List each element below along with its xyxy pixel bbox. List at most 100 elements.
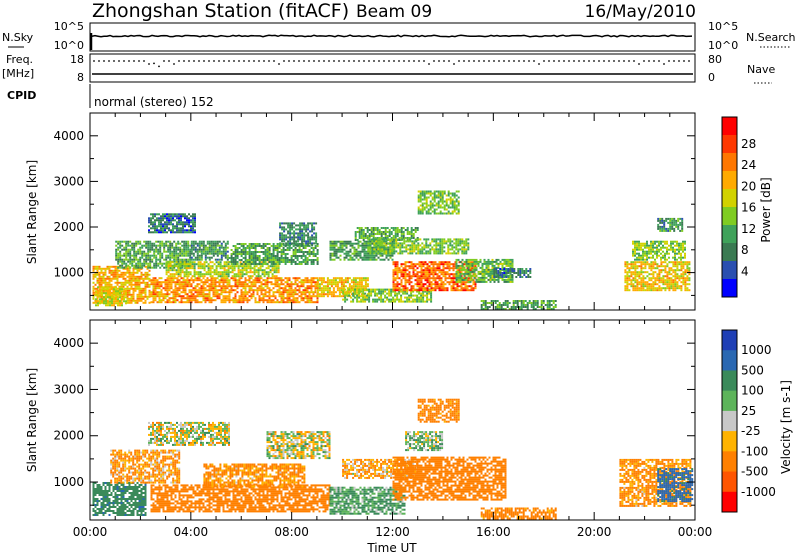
data-cell <box>152 281 155 284</box>
data-cell <box>252 295 255 298</box>
data-cell <box>237 275 240 278</box>
data-cell <box>174 283 177 286</box>
data-cell <box>439 194 442 197</box>
data-cell <box>398 283 401 286</box>
data-cell <box>276 249 279 251</box>
data-cell <box>179 250 182 253</box>
data-cell <box>193 275 196 278</box>
data-cell <box>178 295 181 298</box>
data-cell <box>151 246 154 249</box>
data-cell <box>358 229 361 231</box>
data-cell <box>240 245 243 247</box>
data-cell <box>131 260 134 263</box>
data-cell <box>298 301 301 304</box>
data-cell <box>291 232 294 235</box>
data-cell <box>145 242 148 245</box>
data-cell <box>362 298 365 301</box>
data-cell <box>360 295 363 298</box>
data-cell <box>378 231 381 233</box>
data-cell <box>236 287 239 290</box>
data-cell <box>266 249 269 251</box>
data-cell <box>188 295 191 298</box>
data-cell <box>161 252 164 255</box>
data-cell <box>262 283 265 286</box>
nsky-label: N.Sky <box>2 31 34 44</box>
data-cell <box>262 253 265 255</box>
data-cell <box>254 299 257 302</box>
data-cell <box>406 227 409 229</box>
data-cell <box>453 250 456 253</box>
data-cell <box>177 275 180 278</box>
data-cell <box>391 250 394 253</box>
data-cell <box>421 192 424 195</box>
data-cell <box>124 287 127 290</box>
data-cell <box>224 299 227 302</box>
data-cell <box>125 290 127 293</box>
data-cell <box>329 242 332 245</box>
data-cell <box>293 236 296 239</box>
data-cell <box>278 259 281 261</box>
data-cell <box>158 281 161 284</box>
data-cell <box>400 231 403 233</box>
data-cell <box>380 237 383 239</box>
nave-dot <box>118 60 120 62</box>
data-cell <box>240 249 243 251</box>
data-cell <box>258 259 261 261</box>
data-cell <box>363 242 366 245</box>
data-cell <box>296 251 299 253</box>
beam-label: Beam 09 <box>356 2 432 22</box>
data-cell <box>132 291 135 294</box>
data-cell <box>402 285 405 288</box>
data-cell <box>433 198 436 201</box>
data-cell <box>137 248 140 251</box>
data-cell <box>401 252 404 255</box>
data-cell <box>475 278 478 281</box>
data-cell <box>372 290 375 293</box>
data-cell <box>185 267 188 270</box>
data-cell <box>116 275 119 278</box>
data-cell <box>444 287 447 290</box>
data-cell <box>149 250 152 253</box>
data-cell <box>172 299 175 302</box>
data-cell <box>119 254 122 257</box>
data-cell <box>170 277 173 280</box>
data-cell <box>318 293 321 296</box>
data-cell <box>134 277 137 280</box>
data-cell <box>146 285 149 288</box>
data-cell <box>457 204 460 207</box>
data-cell <box>373 246 376 249</box>
data-cell <box>358 231 361 233</box>
data-cell <box>432 273 435 276</box>
data-cell <box>438 267 441 270</box>
data-cell <box>249 275 252 278</box>
data-cell <box>371 256 374 259</box>
data-cell <box>437 192 440 195</box>
data-cell <box>164 215 166 218</box>
data-cell <box>179 248 182 251</box>
data-cell <box>401 250 404 253</box>
data-cell <box>132 293 135 296</box>
data-cell <box>441 246 444 249</box>
data-cell <box>420 289 423 292</box>
nave-dot <box>203 60 205 62</box>
data-cell <box>448 267 451 270</box>
data-cell <box>463 244 466 247</box>
data-cell <box>136 293 139 296</box>
data-cell <box>256 291 259 294</box>
data-cell <box>224 277 227 280</box>
nave-dot <box>428 63 430 65</box>
data-cell <box>432 269 435 272</box>
data-cell <box>311 238 314 241</box>
data-cell <box>383 252 386 255</box>
data-cell <box>151 254 154 257</box>
data-cell <box>421 190 424 193</box>
data-cell <box>274 295 277 298</box>
data-cell <box>204 246 207 249</box>
data-cell <box>420 261 423 264</box>
data-cell <box>468 285 471 288</box>
data-cell <box>181 258 184 261</box>
data-cell <box>136 267 139 270</box>
data-cell <box>260 289 263 292</box>
data-cell <box>225 273 228 276</box>
nave-dot <box>388 60 390 62</box>
